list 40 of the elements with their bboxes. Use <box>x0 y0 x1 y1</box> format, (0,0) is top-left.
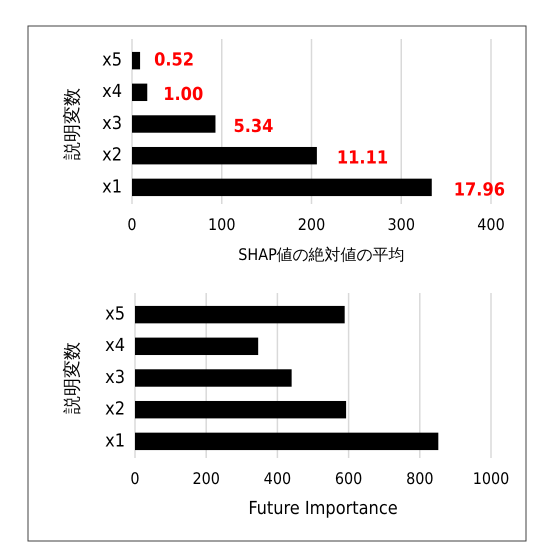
bar <box>132 84 148 102</box>
y-axis-title: 説明変数 <box>62 342 83 414</box>
x-tick-label: 200 <box>192 469 220 488</box>
bar <box>132 146 317 164</box>
x-axis-title: SHAP値の絶対値の平均 <box>238 245 405 264</box>
bar <box>135 338 258 356</box>
y-tick-label: x1 <box>105 430 125 452</box>
annotation: 1.00 <box>163 84 204 106</box>
bar <box>132 115 216 133</box>
y-tick-label: x3 <box>102 112 122 134</box>
y-tick-label: x5 <box>102 50 122 71</box>
x-tick-label: 400 <box>477 215 505 234</box>
x-tick-label: 200 <box>298 215 326 234</box>
x-tick-label: 800 <box>406 469 434 488</box>
y-tick-label: x4 <box>105 335 125 356</box>
annotation: 0.52 <box>154 50 194 71</box>
annotation: 17.96 <box>454 179 505 200</box>
x-tick-label: 300 <box>388 215 415 234</box>
bar <box>135 369 292 387</box>
bar <box>135 400 346 418</box>
bar <box>132 178 432 196</box>
x-tick-label: 1000 <box>472 469 510 488</box>
bar <box>135 306 345 324</box>
y-tick-label: x1 <box>102 176 122 198</box>
annotation: 11.11 <box>336 148 388 169</box>
x-tick-label: 400 <box>264 469 292 488</box>
x-tick-label: 600 <box>334 469 362 488</box>
y-tick-label: x3 <box>105 366 125 388</box>
x-tick-label: 0 <box>127 215 137 234</box>
x-axis-title: Future Importance <box>248 498 398 519</box>
x-tick-label: 0 <box>130 469 140 488</box>
bar <box>132 52 140 70</box>
bar <box>135 432 438 450</box>
y-tick-label: x5 <box>105 304 125 325</box>
y-tick-label: x4 <box>102 81 122 102</box>
y-axis-title: 説明変数 <box>62 88 83 160</box>
y-tick-label: x2 <box>105 398 125 420</box>
x-tick-label: 100 <box>208 215 236 234</box>
annotation: 5.34 <box>233 116 274 137</box>
y-tick-label: x2 <box>102 144 122 166</box>
